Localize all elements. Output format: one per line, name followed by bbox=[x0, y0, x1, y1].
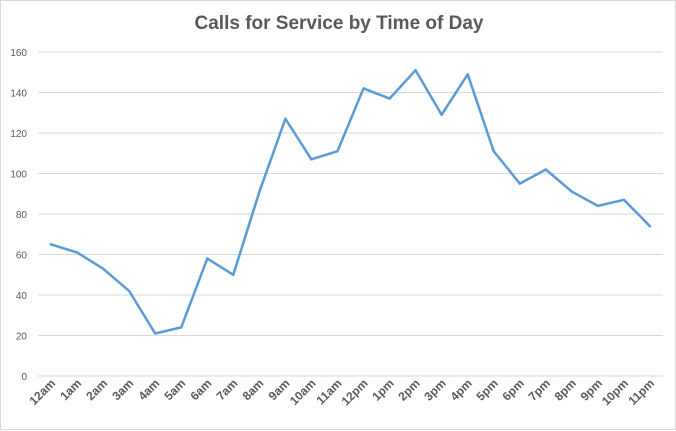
chart-title: Calls for Service by Time of Day bbox=[194, 13, 484, 34]
x-tick-label: 8am bbox=[240, 376, 267, 403]
data-point bbox=[206, 257, 209, 260]
y-tick-label: 40 bbox=[16, 291, 28, 302]
y-tick-label: 120 bbox=[10, 129, 27, 140]
data-point bbox=[127, 289, 131, 293]
data-point bbox=[388, 97, 391, 100]
x-tick-label: 11am bbox=[313, 376, 344, 407]
data-point bbox=[570, 190, 574, 193]
data-point bbox=[622, 198, 626, 202]
data-point bbox=[492, 150, 495, 153]
x-tick-label: 10am bbox=[287, 376, 319, 408]
x-tick-label: 7am bbox=[214, 376, 241, 403]
y-tick-label: 60 bbox=[16, 251, 28, 262]
x-tick-label: 10pm bbox=[599, 376, 631, 408]
y-tick-label: 20 bbox=[16, 332, 28, 343]
data-point bbox=[232, 273, 235, 276]
data-point bbox=[648, 224, 652, 228]
data-point bbox=[101, 267, 105, 270]
x-tick-label: 2am bbox=[83, 376, 110, 403]
data-point bbox=[75, 251, 79, 254]
data-point bbox=[414, 69, 417, 72]
data-point bbox=[518, 182, 521, 185]
x-tick-label: 8pm bbox=[552, 376, 579, 403]
data-point bbox=[180, 326, 183, 329]
x-tick-label: 1pm bbox=[369, 376, 396, 403]
x-tick-label: 4am bbox=[135, 376, 162, 403]
data-point bbox=[596, 204, 600, 208]
data-point bbox=[362, 87, 365, 90]
series-line bbox=[49, 68, 652, 335]
y-tick-label: 160 bbox=[10, 48, 27, 59]
data-point bbox=[544, 168, 548, 171]
data-point bbox=[336, 150, 339, 153]
y-tick-label: 100 bbox=[10, 170, 27, 181]
x-tick-label: 1am bbox=[57, 376, 84, 403]
y-tick-label: 140 bbox=[10, 89, 27, 100]
x-tick-label: 3pm bbox=[421, 376, 448, 403]
data-point bbox=[153, 332, 157, 335]
data-point bbox=[310, 158, 313, 161]
data-point bbox=[440, 113, 443, 116]
x-tick-label: 6am bbox=[188, 376, 215, 403]
x-tick-label: 4pm bbox=[447, 376, 474, 403]
x-tick-label: 6pm bbox=[500, 376, 527, 403]
y-tick-label: 0 bbox=[21, 372, 27, 383]
x-tick-label: 5am bbox=[161, 376, 188, 403]
data-point bbox=[466, 73, 469, 76]
x-tick-label: 7pm bbox=[526, 376, 553, 403]
data-point bbox=[258, 190, 261, 193]
x-tick-label: 2pm bbox=[395, 376, 422, 403]
x-tick-label: 5pm bbox=[473, 376, 500, 403]
data-point bbox=[49, 243, 53, 246]
x-tick-label: 3am bbox=[109, 376, 136, 403]
x-tick-label: 12pm bbox=[339, 376, 371, 408]
data-point bbox=[284, 117, 287, 121]
x-tick-label: 12am bbox=[27, 376, 59, 408]
x-tick-label: 11pm bbox=[626, 376, 658, 408]
y-tick-label: 80 bbox=[16, 210, 28, 221]
